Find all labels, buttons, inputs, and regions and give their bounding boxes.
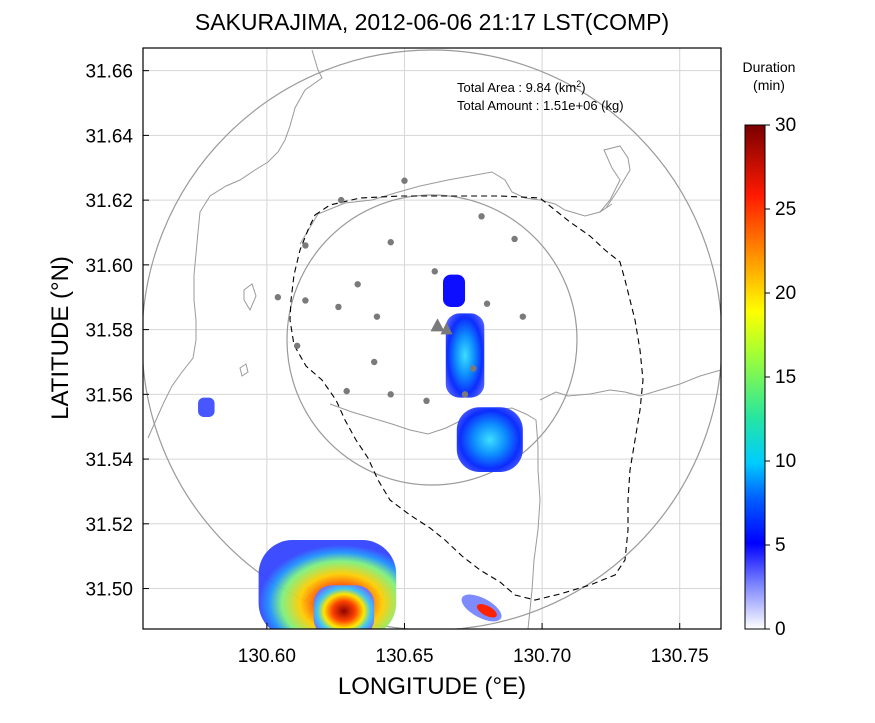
colorbar-title-line1: Duration bbox=[743, 59, 796, 75]
ash-duration-layer bbox=[198, 274, 523, 629]
station-dot bbox=[337, 196, 345, 204]
station-dot bbox=[511, 235, 518, 243]
ash-isolated-cell-west bbox=[198, 397, 215, 417]
coastline-west bbox=[147, 49, 323, 439]
station-dot bbox=[461, 391, 469, 398]
station-dot bbox=[401, 177, 408, 184]
x-tick-label: 130.70 bbox=[513, 646, 571, 667]
coastline-east bbox=[539, 369, 721, 401]
station-dot bbox=[387, 239, 394, 246]
station-dot bbox=[519, 313, 527, 320]
station-dot bbox=[302, 297, 309, 304]
colorbar-tick-label: 30 bbox=[775, 115, 796, 136]
svg-text:Total Area : 9.84 (km2): Total Area : 9.84 (km2) bbox=[457, 79, 586, 95]
plot-frame bbox=[142, 47, 722, 630]
y-tick-label: 31.54 bbox=[85, 450, 133, 471]
colorbar-title-line2: (min) bbox=[753, 77, 785, 93]
station-dot bbox=[483, 300, 491, 307]
dashed-boundary bbox=[289, 195, 644, 601]
colorbar-gradient bbox=[744, 124, 766, 630]
coastline-east-upper bbox=[599, 145, 631, 213]
station-dot bbox=[354, 281, 361, 288]
colorbar-tick-label: 20 bbox=[775, 283, 796, 304]
y-tick-label: 31.52 bbox=[85, 515, 133, 536]
vent-triangle-icon bbox=[430, 318, 445, 332]
colorbar-tick-label: 15 bbox=[775, 367, 796, 388]
station-dot bbox=[343, 387, 350, 395]
colorbar: Duration (min) 0 5 10 15 20 25 30 bbox=[743, 59, 797, 640]
y-tick-label: 31.58 bbox=[85, 321, 133, 342]
station-dot bbox=[293, 342, 301, 349]
ash-plume-middle bbox=[445, 313, 485, 398]
coastline-islet bbox=[239, 363, 249, 377]
coastline-bay-small bbox=[243, 283, 257, 312]
station-markers bbox=[274, 177, 527, 405]
y-axis-ticks: 31.50 31.52 31.54 31.56 31.58 31.60 31.62 31.64… bbox=[85, 62, 149, 601]
colorbar-tick-label: 10 bbox=[775, 451, 796, 472]
ash-streak-south bbox=[461, 594, 502, 622]
colorbar-tick-label: 25 bbox=[775, 199, 796, 220]
y-tick-label: 31.66 bbox=[85, 62, 133, 83]
outer-range-ring bbox=[143, 49, 721, 629]
y-axis-label: LATITUDE (°N) bbox=[47, 256, 74, 420]
station-dot bbox=[302, 242, 309, 249]
ash-deposit-southwest-core bbox=[313, 585, 375, 629]
total-area-unit-close: ) bbox=[581, 80, 585, 95]
ash-plume-lower bbox=[456, 407, 523, 473]
vent-triangle-icon-2 bbox=[440, 322, 453, 335]
station-dot bbox=[470, 365, 477, 372]
station-dot bbox=[387, 391, 394, 398]
y-tick-label: 31.50 bbox=[85, 580, 133, 601]
station-dot bbox=[423, 397, 430, 405]
y-tick-label: 31.56 bbox=[85, 385, 133, 406]
y-tick-label: 31.64 bbox=[85, 126, 133, 147]
total-area-unit-sup: 2 bbox=[576, 79, 581, 89]
x-tick-label: 130.65 bbox=[375, 646, 433, 667]
total-area-text: Total Area : 9.84 (km bbox=[457, 80, 576, 95]
total-amount-text: Total Amount : 1.51e+06 (kg) bbox=[457, 98, 624, 113]
colorbar-tick-label: 0 bbox=[775, 619, 786, 640]
grid-lines bbox=[143, 48, 721, 629]
x-tick-label: 130.60 bbox=[238, 646, 296, 667]
colorbar-tick-label: 5 bbox=[775, 535, 786, 556]
y-tick-label: 31.60 bbox=[85, 256, 133, 277]
ash-plume-upper bbox=[443, 274, 466, 307]
streak-core bbox=[476, 604, 497, 618]
x-axis-label: LONGITUDE (°E) bbox=[338, 673, 526, 700]
stats-annotation: Total Area : 9.84 (km2) Total Amount : 1… bbox=[457, 79, 624, 113]
station-dot bbox=[335, 303, 342, 311]
chart-title: SAKURAJIMA, 2012-06-06 21:17 LST(COMP) bbox=[195, 9, 669, 35]
map-features bbox=[143, 49, 721, 629]
station-dot bbox=[274, 294, 282, 301]
y-tick-label: 31.62 bbox=[85, 191, 133, 212]
station-dot bbox=[478, 213, 485, 220]
coastline-north bbox=[299, 171, 613, 245]
station-dot bbox=[431, 268, 438, 275]
station-dot bbox=[371, 358, 378, 366]
colorbar-ticks: 0 5 10 15 20 25 30 bbox=[765, 115, 796, 640]
x-tick-label: 130.75 bbox=[651, 646, 709, 667]
inner-range-ring bbox=[286, 194, 578, 486]
station-dot bbox=[373, 313, 381, 320]
x-axis-ticks: 130.60 130.65 130.70 130.75 bbox=[238, 623, 709, 667]
